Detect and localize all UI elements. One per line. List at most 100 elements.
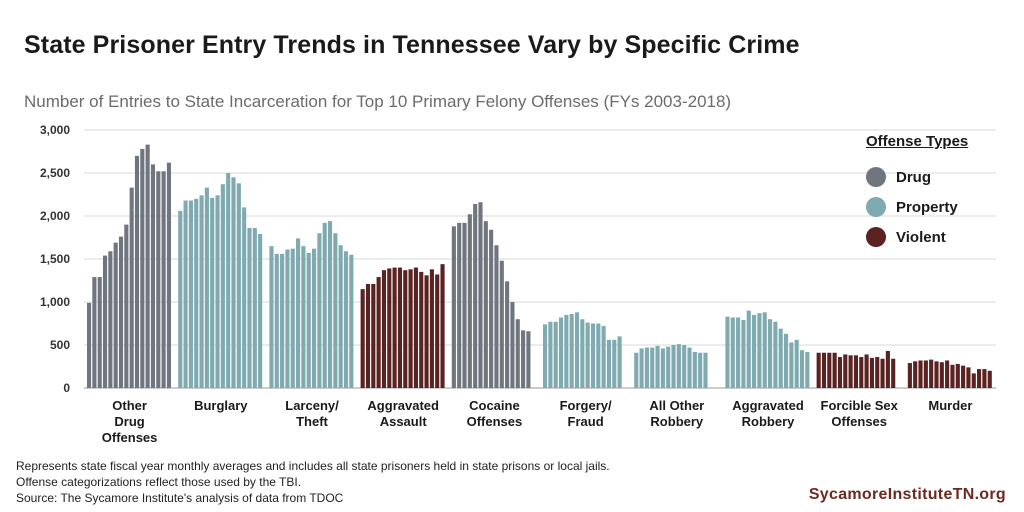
- bar: [601, 326, 606, 388]
- bar: [971, 373, 976, 388]
- x-category-label: Assault: [380, 414, 428, 429]
- bar: [333, 233, 338, 388]
- y-tick-label: 500: [50, 338, 70, 352]
- bar: [816, 352, 821, 388]
- bar: [853, 355, 858, 388]
- bar: [639, 348, 644, 388]
- x-category-label: Theft: [296, 414, 328, 429]
- bar: [843, 354, 848, 388]
- bar: [805, 351, 810, 388]
- bar: [799, 350, 805, 388]
- bar: [923, 360, 928, 388]
- x-category-label: Drug: [114, 414, 144, 429]
- bar: [558, 317, 564, 388]
- bar: [226, 173, 231, 388]
- bar: [961, 365, 966, 388]
- bar: [87, 302, 92, 388]
- bar: [736, 317, 741, 388]
- bar: [343, 251, 349, 388]
- bar: [306, 252, 311, 388]
- legend-swatch-property: [866, 197, 886, 217]
- bar: [381, 270, 387, 388]
- bar: [269, 246, 274, 388]
- bar: [885, 351, 890, 388]
- bar: [231, 177, 236, 388]
- bar: [397, 267, 402, 388]
- bar: [183, 200, 188, 388]
- bar: [247, 228, 252, 388]
- bar: [660, 348, 665, 388]
- bar: [424, 275, 429, 388]
- bar: [483, 221, 488, 388]
- bar: [365, 283, 371, 388]
- bar: [794, 339, 799, 388]
- bar: [392, 267, 397, 388]
- x-category-label: Murder: [928, 398, 972, 413]
- bar: [236, 183, 241, 388]
- bar: [692, 351, 697, 388]
- footnote-1: Represents state fiscal year monthly ave…: [16, 459, 610, 473]
- bar: [778, 328, 783, 388]
- bar: [194, 198, 199, 388]
- bar: [617, 336, 622, 388]
- bar: [134, 155, 140, 388]
- bar: [682, 345, 687, 388]
- bar: [913, 361, 918, 388]
- bar: [499, 260, 504, 388]
- bar: [473, 203, 478, 388]
- bar: [698, 352, 703, 388]
- bar: [789, 342, 794, 388]
- bar: [596, 323, 601, 388]
- bar: [977, 369, 982, 388]
- bar: [875, 357, 880, 388]
- bar: [387, 268, 392, 388]
- bar: [703, 352, 708, 388]
- bar: [752, 314, 757, 388]
- x-category-label: Fraud: [568, 414, 604, 429]
- bar: [92, 277, 97, 388]
- y-tick-label: 2,500: [40, 166, 70, 180]
- legend-swatch-violent: [866, 227, 886, 247]
- bar: [832, 352, 837, 388]
- bar: [376, 277, 381, 388]
- bar: [966, 367, 971, 388]
- bar: [457, 222, 462, 388]
- bar: [880, 358, 885, 388]
- bar: [585, 322, 590, 388]
- bar: [671, 345, 676, 388]
- bar: [166, 162, 171, 388]
- bar: [204, 187, 209, 388]
- x-category-label: Larceny/: [285, 398, 339, 413]
- bar: [982, 369, 987, 388]
- bar: [118, 236, 124, 388]
- bar: [150, 164, 156, 388]
- bar: [955, 363, 960, 388]
- x-category-label: Forgery/: [560, 398, 612, 413]
- bar: [97, 277, 102, 388]
- bar: [156, 171, 161, 388]
- bar: [140, 148, 145, 388]
- bar: [907, 363, 912, 388]
- bar: [301, 246, 306, 388]
- bar: [220, 184, 225, 388]
- bar: [580, 319, 585, 388]
- x-category-label: Offenses: [102, 430, 158, 445]
- bar: [634, 352, 639, 388]
- brand-link[interactable]: SycamoreInstituteTN.org: [808, 486, 1006, 503]
- bar: [489, 229, 494, 388]
- bar: [725, 316, 730, 388]
- bar: [290, 248, 295, 388]
- bar: [349, 254, 354, 388]
- bar: [510, 302, 515, 388]
- bar: [869, 357, 874, 388]
- bar: [435, 274, 440, 388]
- x-category-label: Robbery: [650, 414, 704, 429]
- y-tick-label: 0: [63, 381, 70, 395]
- legend-label-violent: Violent: [896, 228, 946, 246]
- legend: Offense Types Drug Property Violent: [866, 133, 968, 252]
- x-category-label: Other: [112, 398, 147, 413]
- bar: [145, 144, 150, 388]
- bar: [564, 314, 569, 388]
- x-category-label: Forcible Sex: [821, 398, 899, 413]
- bar: [215, 195, 220, 388]
